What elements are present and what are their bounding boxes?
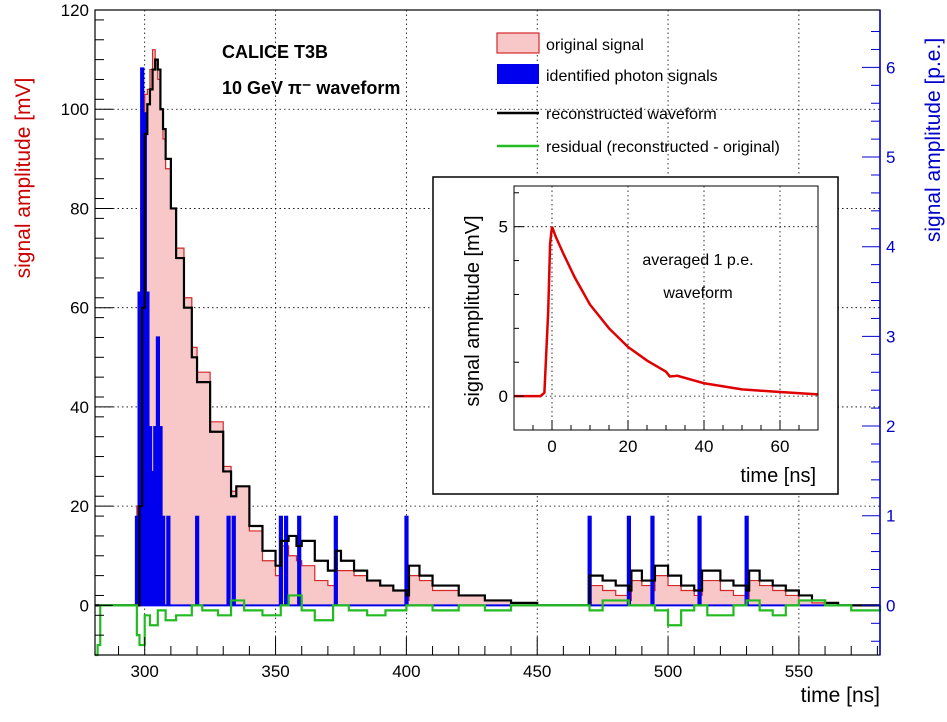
photon-signal-bar (137, 291, 142, 606)
inset-x-tick-label: 40 (695, 437, 714, 456)
y-left-tick-label: 120 (61, 1, 89, 20)
photon-signal-bar (153, 426, 158, 606)
x-axis-label: time [ns] (801, 684, 880, 707)
x-tick-label: 500 (654, 662, 682, 681)
x-tick-label: 300 (131, 662, 159, 681)
series-residual (95, 594, 882, 657)
photon-signal-bar (150, 470, 155, 606)
y-right-tick-label: 2 (886, 417, 895, 436)
photon-signal-bar (404, 515, 409, 606)
inset-y-tick-label: 0 (499, 387, 508, 406)
y-left-tick-label: 20 (70, 497, 89, 516)
inset-x-axis-label: time [ns] (740, 465, 816, 487)
series-reconstructed-waveform (95, 58, 880, 607)
chart-title-line-1: CALICE T3B (222, 42, 328, 62)
y-right-tick-label: 6 (886, 58, 895, 77)
photon-signal-bar (626, 515, 631, 606)
legend: original signal identified photon signal… (496, 32, 780, 156)
y-axis-label-right: signal amplitude [p.e.] (922, 38, 945, 242)
y-left-tick-label: 60 (70, 299, 89, 318)
inset-panel: 0 20 40 60 0 5 time [ns] signal amplitude [mV… (432, 176, 839, 495)
photon-signal-bar (226, 515, 231, 606)
inset-box (432, 176, 839, 495)
y-right-tick-label: 3 (886, 327, 895, 346)
y-left-tick-label: 0 (80, 596, 89, 615)
photon-signal-bar (161, 515, 166, 606)
legend-label-original: original signal (546, 37, 644, 54)
y-right-tick-label: 1 (886, 507, 895, 526)
photon-signal-bar (195, 515, 200, 606)
photon-signal-bar (284, 515, 289, 606)
legend-label-reconstructed: reconstructed waveform (546, 106, 717, 123)
photon-signal-bar (231, 515, 236, 606)
photon-signal-bar (142, 112, 147, 606)
main-series (95, 49, 882, 657)
y-right-tick-label: 0 (886, 596, 895, 615)
y-axis-label-left: signal amplitude [mV] (12, 78, 35, 279)
legend-label-residual: residual (reconstructed - original) (546, 139, 780, 156)
inset-y-tick-label: 5 (499, 218, 508, 237)
inset-series-average-waveform (514, 226, 819, 398)
legend-label-photons: identified photon signals (546, 68, 718, 85)
y-right-tick-label: 5 (886, 148, 895, 167)
inset-x-tick-label: 0 (547, 437, 556, 456)
y-left-tick-label: 80 (70, 199, 89, 218)
x-tick-label: 450 (523, 662, 551, 681)
x-tick-label: 350 (261, 662, 289, 681)
y-left-tick-label: 40 (70, 398, 89, 417)
photon-signal-bar (744, 515, 749, 606)
photon-signal-bar (297, 515, 302, 606)
photon-signal-bar (158, 426, 163, 606)
photon-signal-bar (155, 336, 160, 606)
chart-title-line-2: 10 GeV π⁻ waveform (222, 78, 400, 98)
photon-signal-bar (650, 515, 655, 606)
inset-title-line-1: averaged 1 p.e. (642, 252, 753, 269)
photon-signal-bar (587, 515, 592, 606)
series-original-signal-fill (95, 49, 880, 606)
inset-y-axis-label: signal amplitude [mV] (462, 215, 484, 406)
legend-swatch-photons (497, 64, 539, 84)
inset-title-line-2: waveform (662, 285, 732, 302)
photon-signal-bar (145, 291, 150, 606)
photon-signal-bar (697, 515, 702, 606)
inset-x-tick-label: 20 (619, 437, 638, 456)
inset-series (514, 226, 819, 398)
x-tick-label: 400 (392, 662, 420, 681)
inset-axes: 0 20 40 60 0 5 (499, 192, 819, 456)
legend-swatch-original (496, 32, 540, 54)
photon-signal-bar (166, 515, 171, 606)
y-left-tick-label: 100 (61, 100, 89, 119)
x-tick-label: 550 (785, 662, 813, 681)
photon-signal-bar (147, 426, 153, 606)
inset-x-tick-label: 60 (771, 437, 790, 456)
photon-signal-bar (134, 515, 140, 606)
y-right-tick-label: 4 (886, 238, 895, 257)
